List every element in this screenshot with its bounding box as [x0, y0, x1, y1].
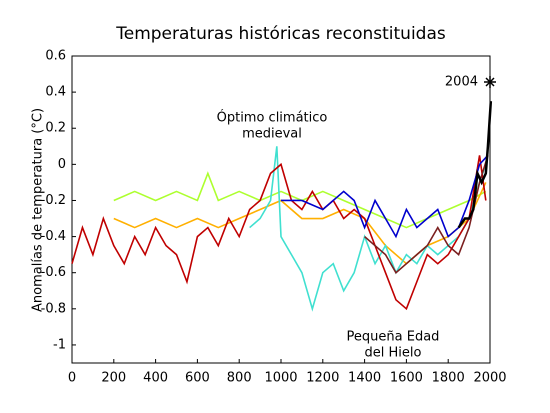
annotation: 2004 — [445, 75, 478, 90]
annotation: Óptimo climático — [217, 110, 328, 126]
series-line — [71, 155, 487, 311]
y-tick-label: 0.6 — [45, 49, 66, 64]
y-tick-label: 0.2 — [45, 121, 66, 136]
series-line — [113, 171, 487, 229]
x-tick-label: 1000 — [264, 371, 297, 386]
x-tick-label: 1600 — [390, 371, 423, 386]
x-tick-label: 1800 — [432, 371, 465, 386]
plot-frame — [71, 55, 491, 364]
annotation: medieval — [242, 127, 302, 142]
y-tick-label: -0.8 — [41, 301, 66, 316]
chart-title: Temperaturas históricas reconstituidas — [115, 24, 446, 44]
x-tick-label: 200 — [101, 371, 126, 386]
y-tick-label: 0.4 — [45, 85, 66, 100]
x-tick-label: 1400 — [348, 371, 381, 386]
annotation: del Hielo — [365, 346, 422, 361]
y-tick-label: -0.4 — [41, 229, 66, 244]
series-line — [364, 155, 489, 274]
y-tick-label: 0 — [58, 157, 66, 172]
series-line — [457, 101, 493, 229]
x-tick-label: 400 — [143, 371, 168, 386]
x-tick-label: 800 — [227, 371, 252, 386]
x-tick-label: 0 — [68, 371, 76, 386]
y-tick-label: -0.2 — [41, 193, 66, 208]
y-tick-label: -1 — [53, 337, 66, 352]
x-tick-label: 1200 — [306, 371, 339, 386]
y-tick-label: -0.6 — [41, 265, 66, 280]
x-tick-label: 600 — [185, 371, 210, 386]
annotation: Pequeña Edad — [347, 330, 440, 345]
x-tick-label: 2000 — [473, 371, 506, 386]
y-axis-label: Anomalías de temperatura (°C) — [31, 108, 46, 312]
